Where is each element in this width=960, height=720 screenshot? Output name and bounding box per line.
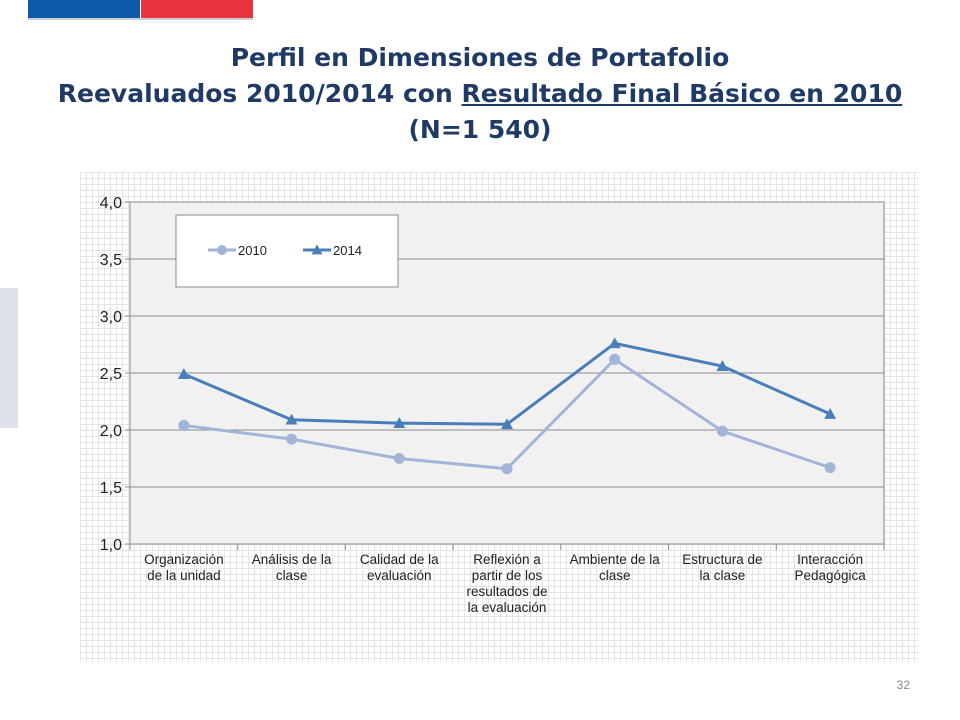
chart-area: 1,0 1,5 2,0 2,5 3,0 3,5 4,0 Organización de la u… [80, 172, 918, 662]
y-tick-label: 1,0 [100, 537, 122, 554]
data-point-2010 [286, 433, 298, 445]
legend-marker-2014 [311, 244, 323, 255]
page-title: Perfil en Dimensiones de Portafolio Reev… [40, 40, 920, 148]
brand-flag-red [141, 0, 253, 18]
x-tick-label: Ambiente de la clase [570, 552, 661, 583]
data-point-2014 [716, 360, 729, 371]
x-tick-label: Organización de la unidad [144, 552, 224, 583]
title-line-2: Reevaluados 2010/2014 con Resultado Fina… [40, 76, 920, 112]
brand-flag-blue [28, 0, 140, 18]
data-point-2010 [178, 419, 190, 431]
data-point-2010 [716, 425, 728, 437]
legend-label-2010: 2010 [238, 243, 267, 258]
legend-marker-2010 [217, 245, 227, 255]
data-point-2014 [501, 418, 513, 430]
y-tick-label: 4,0 [100, 195, 122, 212]
x-tick-label: Estructura de la clase [682, 552, 762, 583]
y-tick-label: 3,0 [100, 309, 122, 326]
title-line-2-underlined: Resultado Final Básico en 2010 [461, 79, 903, 108]
data-point-2014 [177, 368, 190, 379]
data-point-2010 [393, 453, 405, 464]
y-tick-label: 2,0 [100, 423, 122, 440]
y-tick-label: 3,5 [100, 252, 122, 269]
line-chart: 1,0 1,5 2,0 2,5 3,0 3,5 4,0 Organización de la u… [100, 195, 885, 615]
title-line-1: Perfil en Dimensiones de Portafolio [230, 43, 730, 72]
page-number: 32 [896, 678, 910, 692]
data-point-2010 [824, 462, 836, 474]
x-tick-label: Interacción Pedagógica [794, 552, 866, 583]
data-point-2014 [285, 413, 298, 425]
brand-flag-underline [28, 18, 253, 20]
y-tick-label: 1,5 [100, 480, 122, 497]
x-tick-label: Análisis de la clase [252, 552, 332, 583]
data-point-2014 [608, 337, 621, 349]
data-point-2014 [393, 417, 406, 428]
title-line-3: (N=1 540) [408, 115, 552, 144]
x-tick-label: Calidad de la evaluación [360, 552, 439, 583]
legend-label-2014: 2014 [333, 243, 362, 258]
data-point-2010 [609, 353, 621, 365]
side-tab [0, 288, 18, 428]
y-tick-label: 2,5 [100, 366, 122, 383]
title-line-2-prefix: Reevaluados 2010/2014 con [57, 79, 462, 108]
x-tick-label: Reflexión a partir de los resultados de la … [466, 552, 547, 615]
data-point-2014 [824, 408, 837, 419]
data-point-2010 [501, 463, 513, 475]
